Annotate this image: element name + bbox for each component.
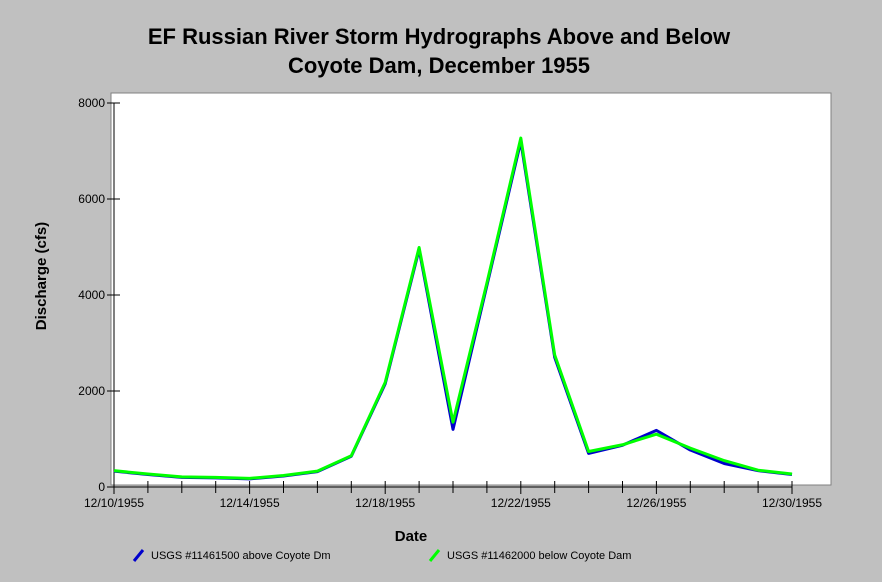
x-tick-label: 12/30/1955 — [762, 496, 822, 510]
axes: 0 2000 4000 6000 8000 12/10/1955 12/14/1955 12/… — [78, 96, 822, 510]
x-tick-label: 12/22/1955 — [491, 496, 551, 510]
legend-swatch-1 — [132, 549, 145, 562]
x-tick-label: 12/26/1955 — [626, 496, 686, 510]
y-tick-label: 4000 — [78, 288, 105, 302]
x-axis-label: Date — [395, 528, 428, 545]
legend-label-2: USGS #11462000 below Coyote Dam — [447, 550, 631, 562]
chart-subtitle: Coyote Dam, December 1955 — [288, 53, 590, 78]
x-tick-label: 12/10/1955 — [84, 496, 144, 510]
legend-label-1: USGS #11461500 above Coyote Dm — [151, 550, 331, 562]
y-axis-label: Discharge (cfs) — [33, 222, 50, 330]
chart-title: EF Russian River Storm Hydrographs Above… — [148, 24, 731, 49]
y-tick-label: 8000 — [78, 96, 105, 110]
y-tick-label: 6000 — [78, 192, 105, 206]
series-group — [113, 136, 793, 481]
y-tick-label: 2000 — [78, 384, 105, 398]
legend-swatch-2 — [428, 549, 441, 562]
legend: USGS #11461500 above Coyote Dm USGS #1146… — [132, 549, 631, 562]
x-tick-label: 12/14/1955 — [220, 496, 280, 510]
series-line-2 — [113, 136, 793, 480]
x-tick-label: 12/18/1955 — [355, 496, 415, 510]
plot-area — [110, 92, 832, 486]
y-tick-label: 0 — [98, 480, 105, 494]
